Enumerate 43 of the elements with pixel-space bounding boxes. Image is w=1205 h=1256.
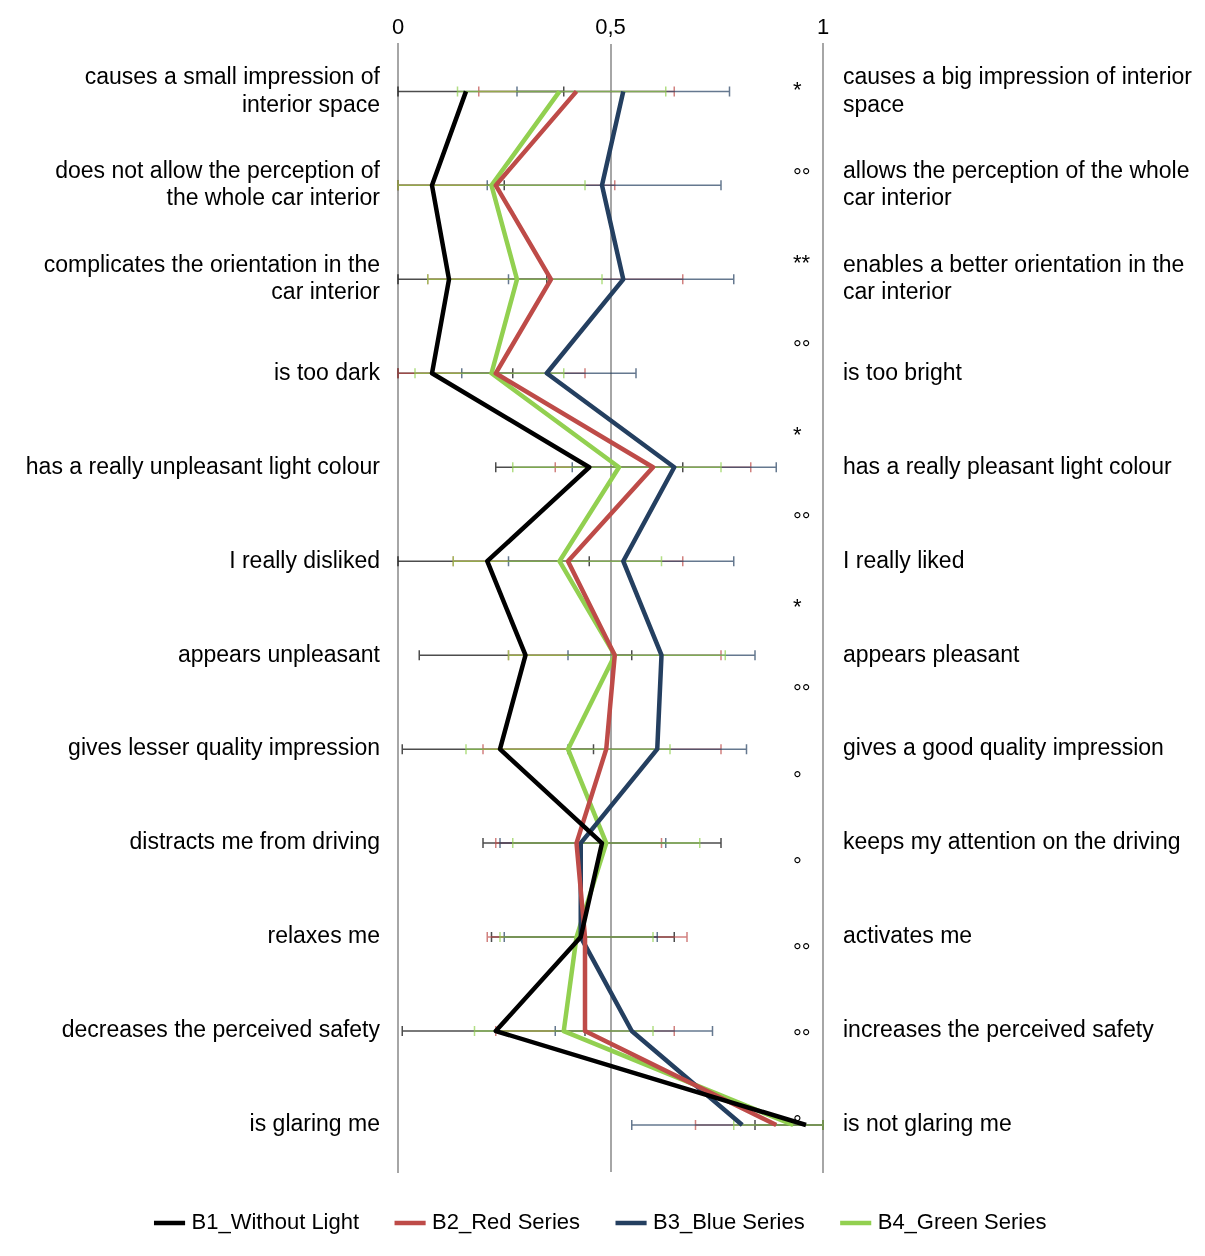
x-tick-label: 0 [391, 14, 405, 40]
y2-tick-label: causes a big impression of interior space [843, 62, 1193, 117]
annotation: * [793, 421, 802, 447]
annotation: ° [793, 766, 802, 792]
y2-tick-label: increases the perceived safety [843, 1016, 1155, 1043]
x-tick-label: 1 [816, 14, 830, 40]
y-tick-label: causes a small impression of interior space [84, 62, 381, 117]
y2-tick-label: is not glaring me [843, 1110, 1012, 1137]
y-tick-label: I really disliked [229, 546, 380, 573]
annotation: °° [793, 680, 811, 706]
y2-tick-label: allows the perception of the whole car interior [843, 156, 1190, 211]
y-tick-label: distracts me from driving [129, 828, 380, 855]
y-tick-label: has a really unpleasant light colour [25, 452, 381, 479]
legend-label: B1_Without Light [191, 1209, 360, 1235]
y2-tick-label: activates me [843, 922, 973, 949]
legend-label: B4_Green Series [877, 1209, 1047, 1235]
legend-label: B2_Red Series [432, 1209, 581, 1235]
y-tick-label: is glaring me [249, 1110, 380, 1137]
y2-tick-label: is too bright [843, 358, 963, 385]
annotation: ** [793, 249, 811, 275]
annotation: °° [793, 163, 811, 189]
y2-tick-label: gives a good quality impression [843, 734, 1164, 761]
y-tick-label: relaxes me [267, 922, 380, 949]
x-tick-label: 0,5 [595, 14, 626, 40]
legend-label: B3_Blue Series [653, 1209, 805, 1235]
annotation: * [793, 77, 802, 103]
annotation: * [793, 594, 802, 620]
y-tick-label: appears unpleasant [177, 640, 381, 667]
y-tick-label: is too dark [273, 358, 381, 385]
y2-tick-label: I really liked [843, 546, 965, 573]
y-tick-label: complicates the orientation in the car interior [43, 250, 381, 305]
y2-tick-label: keeps my attention on the driving [843, 828, 1181, 855]
y-tick-label: decreases the perceived safety [61, 1016, 381, 1043]
y2-tick-label: appears pleasant [843, 640, 1021, 667]
annotation: °° [793, 508, 811, 534]
annotation: ° [793, 852, 802, 878]
annotation: °° [793, 335, 811, 361]
y2-tick-label: has a really pleasant light colour [843, 452, 1172, 479]
annotation: °° [793, 938, 811, 964]
annotation: °° [793, 1024, 811, 1050]
y2-tick-label: enables a better orientation in the car interior [843, 250, 1185, 305]
y-tick-label: gives lesser quality impression [68, 734, 380, 761]
y-tick-label: does not allow the perception of the whole car interior [55, 156, 381, 211]
